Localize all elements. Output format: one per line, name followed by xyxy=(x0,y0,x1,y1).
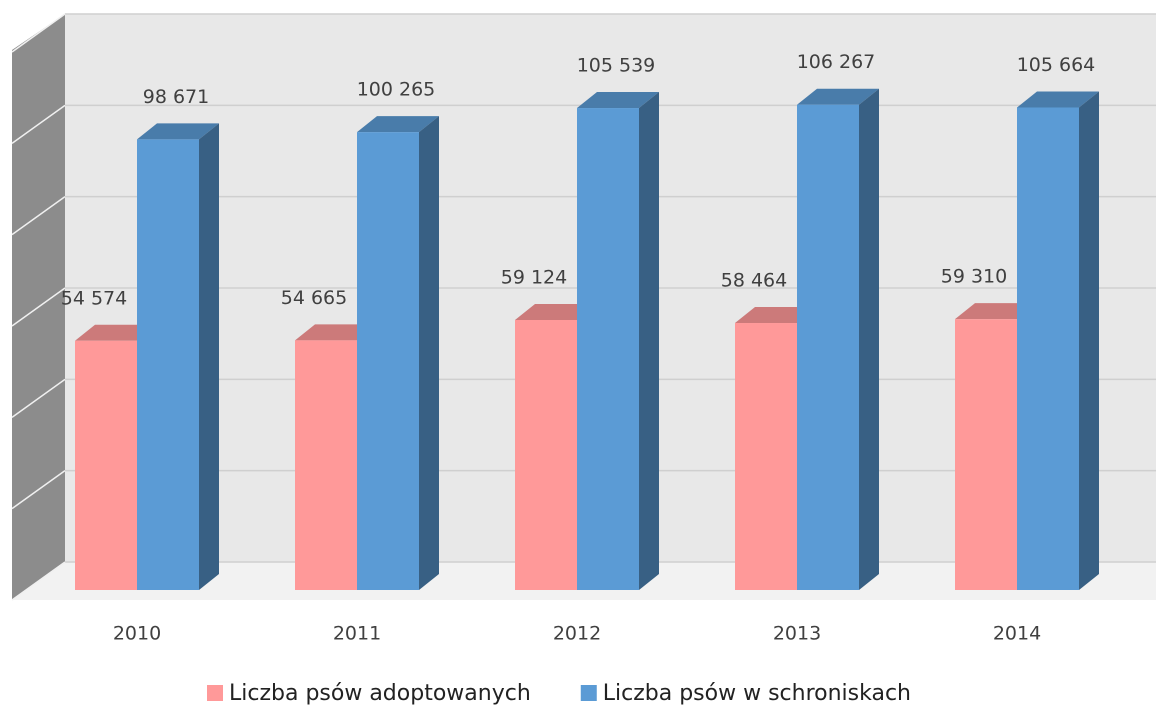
bar xyxy=(577,108,639,590)
data-label: 106 267 xyxy=(797,51,876,73)
data-label: 59 124 xyxy=(501,267,567,289)
bar-top xyxy=(577,92,659,109)
bar xyxy=(357,132,419,590)
bar-top xyxy=(75,324,157,341)
bar-side xyxy=(1079,91,1099,590)
side-grid-line xyxy=(11,470,66,510)
side-grid-line xyxy=(11,287,66,327)
bar-side xyxy=(639,92,659,590)
bar-side xyxy=(859,88,879,590)
bar-top xyxy=(735,307,817,324)
side-grid-line xyxy=(11,561,66,601)
bar-top xyxy=(797,88,879,105)
legend-swatch xyxy=(580,685,597,701)
data-label: 58 464 xyxy=(721,270,787,292)
legend-label: Liczba psów w schroniskach xyxy=(603,681,911,706)
bar xyxy=(75,340,137,590)
bar-top xyxy=(295,324,377,341)
bar-top xyxy=(357,116,439,133)
side-grid-line xyxy=(11,196,66,236)
data-label: 105 539 xyxy=(577,55,656,77)
data-label: 54 665 xyxy=(281,287,347,309)
data-label: 98 671 xyxy=(143,86,209,108)
side-grid-line xyxy=(11,13,66,53)
x-tick-label: 2011 xyxy=(333,623,381,645)
x-tick-label: 2012 xyxy=(553,623,601,645)
bar-top xyxy=(955,303,1037,320)
x-tick-label: 2014 xyxy=(993,623,1041,645)
bar xyxy=(137,139,199,590)
side-grid-line xyxy=(11,378,66,418)
x-tick-label: 2010 xyxy=(113,623,161,645)
data-label: 59 310 xyxy=(941,266,1007,288)
side-grid-line xyxy=(11,104,66,144)
bar-top xyxy=(1017,91,1099,108)
bar xyxy=(955,319,1017,590)
data-label: 100 265 xyxy=(357,79,436,101)
legend-swatch xyxy=(207,685,223,701)
data-label: 54 574 xyxy=(61,287,127,309)
x-tick-label: 2013 xyxy=(773,623,821,645)
bar-side xyxy=(199,123,219,590)
legend-label: Liczba psów adoptowanych xyxy=(229,681,531,706)
bar xyxy=(295,340,357,590)
bar-top xyxy=(515,304,597,321)
bar xyxy=(735,323,797,590)
bar xyxy=(515,320,577,590)
bar xyxy=(1017,107,1079,590)
data-label: 105 664 xyxy=(1017,54,1096,76)
bar-side xyxy=(419,116,439,590)
bar-top xyxy=(137,123,219,140)
bar xyxy=(797,104,859,590)
